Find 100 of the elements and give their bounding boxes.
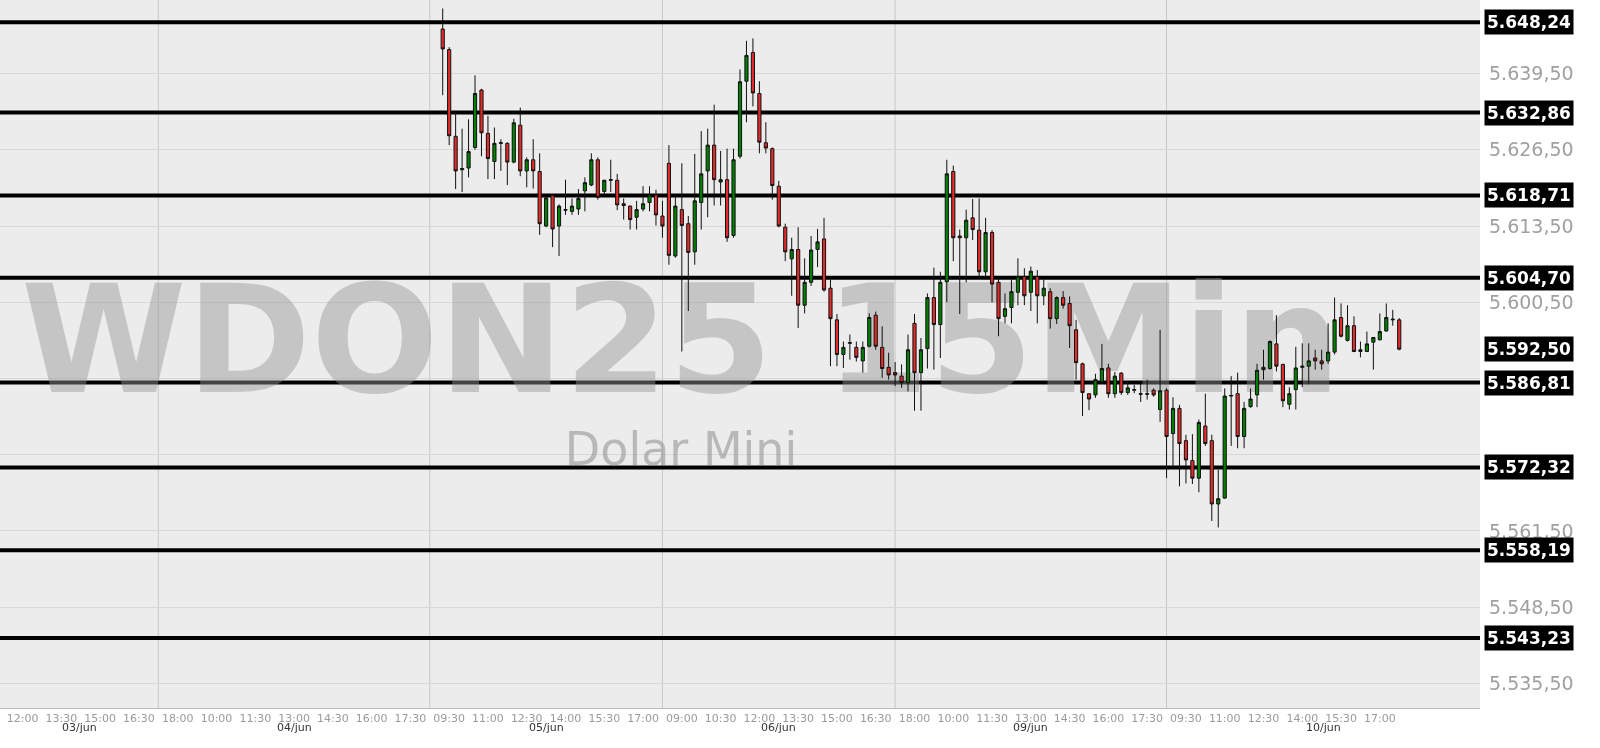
x-tick-label: 11:00 <box>1208 712 1241 726</box>
candlestick <box>821 217 827 293</box>
candlestick <box>595 156 600 201</box>
candlestick <box>1358 341 1363 358</box>
candlestick <box>1183 434 1189 484</box>
candlestick <box>1351 315 1357 353</box>
candlestick <box>550 193 555 248</box>
x-tick-label: 14:30 <box>316 712 349 726</box>
x-tick-label: 10:00 <box>200 712 233 726</box>
candlestick <box>634 200 639 231</box>
candlestick <box>1209 434 1214 522</box>
candlestick <box>621 197 626 221</box>
candlestick <box>1364 331 1369 353</box>
ref-line-label: 5.604,70 <box>1487 268 1572 288</box>
candlestick <box>1371 336 1376 371</box>
candlestick <box>1190 433 1195 485</box>
x-tick-label: 09:00 <box>665 712 698 726</box>
candlestick <box>608 159 613 193</box>
candlestick <box>673 195 678 259</box>
candlestick <box>479 88 484 157</box>
x-tick-label: 17:30 <box>1131 712 1164 726</box>
ref-line-label: 5.543,23 <box>1487 628 1571 648</box>
y-tick-label: 5.548,50 <box>1489 595 1574 618</box>
candlestick <box>705 128 710 218</box>
x-tick-label: 14:00 <box>549 712 582 726</box>
y-tick-label: 5.535,50 <box>1489 672 1574 695</box>
x-tick-label: 09:30 <box>1170 712 1202 726</box>
candlestick <box>789 237 794 297</box>
candlestick <box>485 115 491 180</box>
candlestick <box>750 37 756 107</box>
candlestick <box>776 180 781 228</box>
y-tick-label: 5.626,50 <box>1489 138 1574 161</box>
candlestick <box>1390 309 1395 327</box>
candlestick <box>472 74 478 151</box>
candlestick <box>511 118 516 164</box>
x-tick-label: 10:00 <box>937 712 970 726</box>
candlestick <box>569 197 575 216</box>
y-tick-label: 5.561,50 <box>1489 519 1574 542</box>
y-tick-label: 5.600,50 <box>1489 290 1574 313</box>
candlestick <box>460 128 465 193</box>
x-tick-label: 18:00 <box>161 712 194 726</box>
candlestick <box>770 146 775 201</box>
x-tick-label: 18:00 <box>898 712 931 726</box>
candlestick <box>556 203 562 257</box>
y-tick-label: 5.639,50 <box>1489 62 1574 85</box>
candlestick <box>647 185 652 212</box>
x-tick-label: 12:00 <box>6 712 39 726</box>
x-tick-label: 11:00 <box>472 712 504 726</box>
x-tick-label: 17:00 <box>1363 712 1396 726</box>
x-tick-label: 15:00 <box>84 712 117 726</box>
candlestick <box>1196 419 1201 493</box>
candlestick <box>1384 302 1389 333</box>
candlestick <box>1177 404 1182 487</box>
candlestick <box>589 152 594 187</box>
candlestick <box>699 130 704 231</box>
candlestick <box>1345 304 1350 343</box>
candlestick <box>970 198 975 241</box>
x-tick-label: 11:30 <box>239 712 272 726</box>
candlestick <box>640 185 646 212</box>
candlestick <box>815 228 820 268</box>
x-tick-label: 16:30 <box>859 712 892 726</box>
candlestick <box>505 141 510 186</box>
candlestick <box>466 118 471 178</box>
candlestick <box>628 205 633 231</box>
x-tick-label: 17:00 <box>627 712 659 726</box>
ref-line-label: 5.586,81 <box>1487 373 1571 393</box>
text: 5.592,50 <box>1487 339 1572 359</box>
candlestick <box>783 223 788 262</box>
ref-line-label: 5.648,24 <box>1487 12 1572 32</box>
candlestick <box>537 152 542 236</box>
x-tick-label: 10:30 <box>704 712 737 726</box>
candlestick <box>576 188 581 216</box>
candlestick <box>802 257 807 314</box>
candlestick <box>744 40 749 123</box>
x-tick-label: 09:30 <box>433 712 466 726</box>
candlestick <box>731 148 736 239</box>
candlestick <box>453 112 458 190</box>
ref-line-label: 5.632,86 <box>1487 103 1571 123</box>
candlestick <box>796 226 801 329</box>
candlestick <box>582 176 587 212</box>
candlestick <box>563 179 568 216</box>
candlestick <box>653 189 659 226</box>
candlestick <box>602 179 607 197</box>
candlestick <box>660 200 665 239</box>
candlestick <box>757 80 762 154</box>
candlestick <box>951 165 956 262</box>
x-tick-label: 12:30 <box>1247 712 1280 726</box>
candlestick <box>447 46 452 146</box>
x-tick-label: 16:30 <box>123 712 155 726</box>
ref-line-label: 5.558,19 <box>1487 540 1571 560</box>
candlestick <box>809 235 814 287</box>
candlestick <box>724 148 730 243</box>
candlestick <box>1377 312 1382 341</box>
ref-line-label: 5.572,32 <box>1487 457 1571 477</box>
x-tick-label: 16:00 <box>1092 712 1125 726</box>
candlestick <box>531 138 536 190</box>
candlestick <box>666 144 671 266</box>
candlestick <box>492 127 497 180</box>
candlestick <box>440 8 445 96</box>
candlestick <box>615 173 620 211</box>
